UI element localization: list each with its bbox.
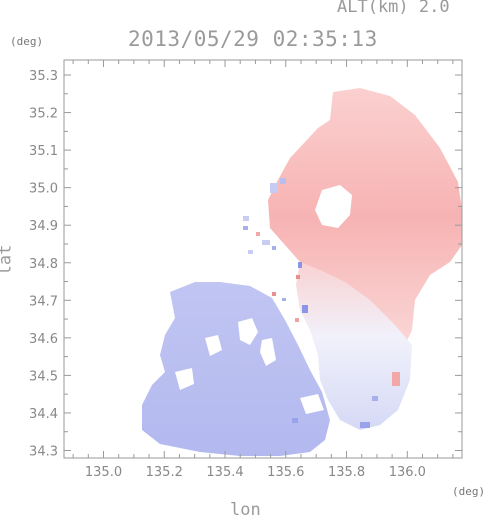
y-tick-label: 34.9 [29, 219, 58, 234]
no-data-gap [238, 318, 258, 345]
y-tick-label: 34.5 [29, 369, 58, 384]
y-tick-label: 35.0 [29, 182, 58, 197]
plot-frame [63, 59, 463, 459]
altitude-label: ALT(km) 2.0 [337, 0, 450, 17]
y-tick-label: 34.6 [29, 332, 58, 347]
no-data-gap [205, 335, 222, 356]
y-tick-label: 34.7 [29, 294, 58, 309]
x-tick-label: 135.2 [146, 465, 183, 480]
near-zero-region [296, 262, 412, 430]
x-unit-label: (deg) [452, 485, 486, 498]
y-tick-label: 35.1 [29, 144, 58, 159]
x-tick-label: 135.4 [206, 465, 243, 480]
x-tick-label: 135.0 [85, 465, 122, 480]
x-axis: 135.0 135.2 135.4 135.6 135.8 136.0 [72, 60, 454, 480]
x-tick-label: 135.6 [267, 465, 304, 480]
y-tick-label: 34.4 [29, 407, 58, 422]
no-data-gap [300, 394, 324, 414]
no-data-gap [315, 185, 352, 228]
y-tick-label: 35.3 [29, 69, 58, 84]
y-unit-label: (deg) [10, 35, 44, 48]
datetime-title: 2013/05/29 02:35:13 [128, 27, 378, 51]
no-data-gap [175, 368, 194, 390]
y-tick-label: 34.3 [29, 444, 58, 459]
y-tick-label: 35.2 [29, 107, 58, 122]
scattered-echoes [243, 178, 400, 428]
x-tick-label: 136.0 [389, 465, 426, 480]
x-tick-label: 135.8 [328, 465, 365, 480]
x-axis-label: lon [230, 500, 261, 520]
y-tick-label: 34.8 [29, 257, 58, 272]
velocity-field [142, 88, 462, 456]
negative-velocity-region [142, 282, 330, 456]
no-data-gap [260, 338, 276, 366]
y-axis: 34.3 34.4 34.5 34.6 34.7 34.8 34.9 35.0 35.1 35.2… [29, 69, 462, 459]
